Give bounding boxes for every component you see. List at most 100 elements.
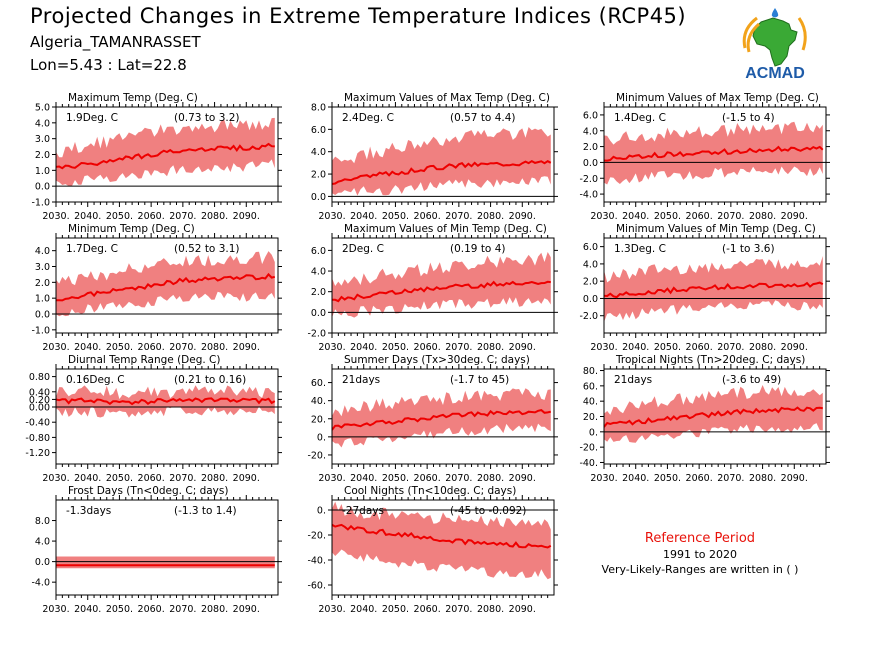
y-tick-label: 20. <box>311 414 326 425</box>
change-value-label: 0.16Deg. C <box>66 374 125 386</box>
plot-frame <box>331 106 555 203</box>
likely-range-label: (-1.7 to 45) <box>450 374 509 386</box>
y-tick-label: 8.0 <box>35 516 50 527</box>
x-tick-label: 2090. <box>233 604 260 615</box>
x-tick-label: 2080. <box>477 211 504 222</box>
chart-title: Maximum Values of Min Temp (Deg. C) <box>344 223 547 235</box>
x-tick-label: 2070. <box>445 342 472 353</box>
y-tick-label: 60. <box>583 381 598 392</box>
likely-range-label: (-45 to -0.092) <box>450 505 526 517</box>
likely-range-label: (-1 to 3.6) <box>722 243 775 255</box>
y-tick-label: -0.40 <box>25 418 50 429</box>
change-value-label: 21days <box>614 374 652 386</box>
x-tick-label: 2090. <box>781 211 808 222</box>
y-tick-label: 60. <box>311 378 326 389</box>
y-tick-label: 2.0 <box>311 287 326 298</box>
water-drop-icon <box>771 8 779 18</box>
x-tick-label: 2040. <box>622 473 649 484</box>
x-tick-label: 2060. <box>686 211 713 222</box>
chart-panel-6: -2.0 0.0 2.0 4.0 6.0 2030. 2040. 2050. 2060. 2070… <box>579 223 830 353</box>
plot-frame <box>331 499 555 596</box>
chart-title: Minimum Values of Max Temp (Deg. C) <box>616 92 819 104</box>
y-tick-label: 40. <box>583 397 598 408</box>
mean-line <box>56 142 275 170</box>
x-tick-label: 2060. <box>686 473 713 484</box>
change-value-label: 2Deg. C <box>342 243 384 255</box>
x-tick-label: 2030. <box>42 604 69 615</box>
y-tick-label: 6.0 <box>583 110 598 121</box>
chart-panel-4: -1.0 0.0 1.0 2.0 3.0 4.0 2030. 2040. 2050. 2060. 2… <box>31 223 282 353</box>
chart-panel-2: 0.0 2.0 4.0 6.0 8.0 2030. 2040. 2050. 2060. 2070.… <box>311 92 558 222</box>
change-value-label: 2.4Deg. C <box>342 112 394 124</box>
x-tick-label: 2030. <box>318 211 345 222</box>
x-tick-label: 2050. <box>654 342 681 353</box>
change-value-label: -27days <box>342 505 384 517</box>
x-tick-label: 2060. <box>414 604 441 615</box>
change-value-label: 21days <box>342 374 380 386</box>
x-tick-label: 2090. <box>509 211 536 222</box>
y-tick-label: -2.0 <box>307 329 326 340</box>
chart-panel-5: -2.0 0.0 2.0 4.0 6.0 2030. 2040. 2050. 2060. 2070… <box>307 223 558 353</box>
x-tick-label: 2040. <box>350 211 377 222</box>
y-tick-label: 2.0 <box>35 278 50 289</box>
y-tick-label: -40. <box>307 556 326 567</box>
mean-line <box>604 145 824 162</box>
x-tick-label: 2050. <box>106 342 133 353</box>
x-tick-label: 2040. <box>622 211 649 222</box>
x-tick-label: 2070. <box>717 211 744 222</box>
change-value-label: 1.4Deg. C <box>614 112 666 124</box>
y-tick-label: 0. <box>317 432 326 443</box>
y-tick-label: -1.0 <box>31 198 50 209</box>
plot-frame <box>55 368 279 465</box>
y-tick-label: -4.0 <box>579 190 598 201</box>
x-tick-label: 2040. <box>350 604 377 615</box>
mean-line <box>604 406 823 428</box>
sun-rays-icon <box>742 16 807 53</box>
likely-range-label: (-1.3 to 1.4) <box>174 505 237 517</box>
x-tick-label: 2030. <box>318 473 345 484</box>
chart-title: Minimum Values of Min Temp (Deg. C) <box>616 223 816 235</box>
y-tick-label: -60. <box>307 581 326 592</box>
y-tick-label: 2.0 <box>35 150 50 161</box>
y-tick-label: -1.20 <box>25 448 50 459</box>
x-tick-label: 2030. <box>42 211 69 222</box>
y-tick-label: 6.0 <box>583 242 598 253</box>
x-tick-label: 2040. <box>350 342 377 353</box>
chart-panel-7: -1.20 -0.80 -0.40 0.000.200.40 0.80 2030. 2040… <box>25 354 282 484</box>
y-tick-label: 80. <box>583 366 598 377</box>
y-tick-label: 0. <box>589 427 598 438</box>
y-tick-label: 0.0 <box>35 557 50 568</box>
y-tick-label: 4.0 <box>35 537 50 548</box>
mean-line <box>56 272 276 302</box>
likely-range-label: (-3.6 to 49) <box>722 374 781 386</box>
x-tick-label: 2070. <box>169 342 196 353</box>
mean-line <box>604 281 824 299</box>
y-tick-label: 0.20 <box>29 395 50 406</box>
chart-panel-8: -20. 0. 20. 40. 60. 2030. 2040. 2050. 2060. 2070.… <box>307 354 558 484</box>
change-value-label: -1.3days <box>66 505 111 517</box>
y-tick-label: 4.0 <box>311 147 326 158</box>
likely-range-label: (-1.5 to 4) <box>722 112 775 124</box>
coordinates-label: Lon=5.43 : Lat=22.8 <box>30 56 187 74</box>
y-tick-label: 4.0 <box>583 259 598 270</box>
y-tick-label: 0.80 <box>29 372 50 383</box>
chart-title: Tropical Nights (Tn>20deg. C; days) <box>615 354 805 366</box>
x-tick-label: 2080. <box>477 473 504 484</box>
y-tick-label: 0.0 <box>583 158 598 169</box>
reference-period-note: Very-Likely-Ranges are written in ( ) <box>601 563 799 576</box>
plot-frame <box>603 237 827 334</box>
y-tick-label: 6.0 <box>311 125 326 136</box>
chart-panel-3: -4.0 -2.0 0.0 2.0 4.0 6.0 2030. 2040. 2050. 2060.… <box>579 92 830 222</box>
likely-range-label: (0.52 to 3.1) <box>174 243 240 255</box>
y-tick-label: 0.0 <box>35 310 50 321</box>
x-tick-label: 2090. <box>233 211 260 222</box>
x-tick-label: 2090. <box>781 473 808 484</box>
y-tick-label: 2.0 <box>311 170 326 181</box>
y-tick-label: -2.0 <box>579 174 598 185</box>
y-tick-label: 4.0 <box>311 267 326 278</box>
x-tick-label: 2080. <box>201 473 228 484</box>
y-tick-label: 0.0 <box>311 192 326 203</box>
x-tick-label: 2050. <box>654 211 681 222</box>
x-tick-label: 2080. <box>749 473 776 484</box>
x-tick-label: 2030. <box>590 342 617 353</box>
